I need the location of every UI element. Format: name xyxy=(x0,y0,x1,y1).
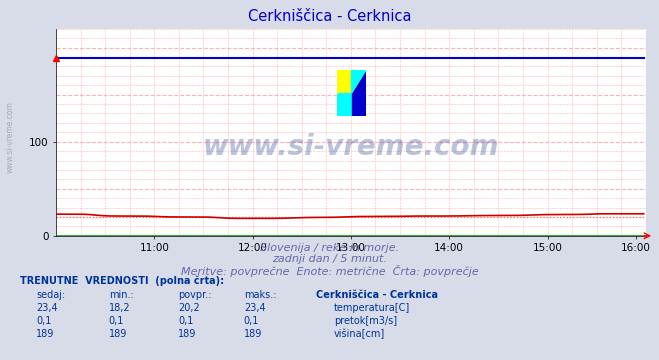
Text: 189: 189 xyxy=(178,329,196,339)
Text: 0,1: 0,1 xyxy=(36,316,51,326)
Text: 0,1: 0,1 xyxy=(244,316,259,326)
Text: pretok[m3/s]: pretok[m3/s] xyxy=(334,316,397,326)
Text: Cerkniščica - Cerknica: Cerkniščica - Cerknica xyxy=(316,290,438,300)
Text: 20,2: 20,2 xyxy=(178,303,200,313)
Text: www.si-vreme.com: www.si-vreme.com xyxy=(5,101,14,173)
Polygon shape xyxy=(351,70,366,93)
Text: višina[cm]: višina[cm] xyxy=(334,329,386,339)
Text: 23,4: 23,4 xyxy=(36,303,58,313)
Text: Meritve: povprečne  Enote: metrične  Črta: povprečje: Meritve: povprečne Enote: metrične Črta:… xyxy=(181,265,478,276)
Text: 23,4: 23,4 xyxy=(244,303,266,313)
Text: Cerkniščica - Cerknica: Cerkniščica - Cerknica xyxy=(248,9,411,24)
Text: Slovenija / reke in morje.: Slovenija / reke in morje. xyxy=(260,243,399,253)
Text: 0,1: 0,1 xyxy=(109,316,124,326)
Polygon shape xyxy=(351,70,366,93)
Text: zadnji dan / 5 minut.: zadnji dan / 5 minut. xyxy=(272,254,387,264)
Bar xyxy=(351,70,366,116)
Text: 189: 189 xyxy=(244,329,262,339)
Text: www.si-vreme.com: www.si-vreme.com xyxy=(203,133,499,161)
Bar xyxy=(337,93,351,116)
Text: 189: 189 xyxy=(36,329,55,339)
Text: povpr.:: povpr.: xyxy=(178,290,212,300)
Text: TRENUTNE  VREDNOSTI  (polna črta):: TRENUTNE VREDNOSTI (polna črta): xyxy=(20,275,224,286)
Text: min.:: min.: xyxy=(109,290,134,300)
Text: maks.:: maks.: xyxy=(244,290,276,300)
Text: 18,2: 18,2 xyxy=(109,303,130,313)
Text: 189: 189 xyxy=(109,329,127,339)
Bar xyxy=(337,70,351,93)
Text: 0,1: 0,1 xyxy=(178,316,193,326)
Text: temperatura[C]: temperatura[C] xyxy=(334,303,411,313)
Polygon shape xyxy=(337,70,351,93)
Text: sedaj:: sedaj: xyxy=(36,290,65,300)
